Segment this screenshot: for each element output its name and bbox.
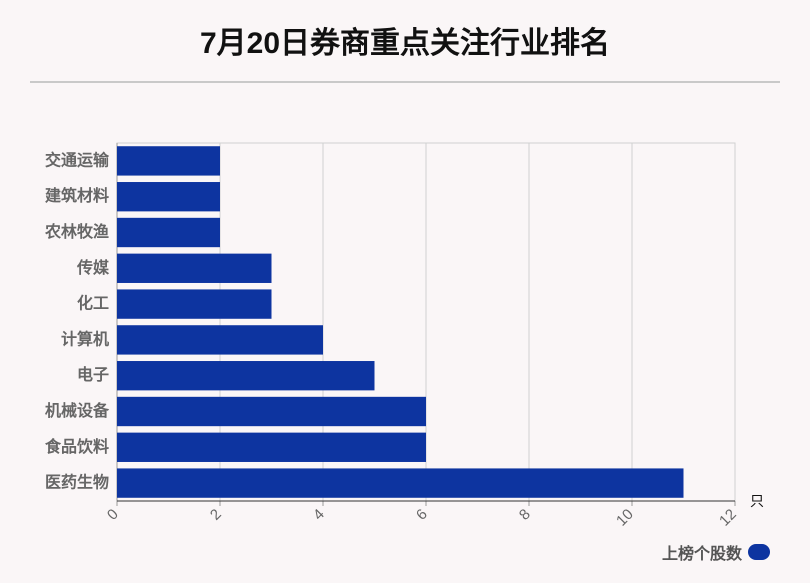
x-tick-label: 0 — [104, 506, 122, 524]
x-tick-label: 10 — [613, 506, 637, 530]
category-label: 化工 — [77, 294, 109, 313]
bar — [117, 325, 323, 355]
bar — [117, 146, 220, 176]
bar — [117, 182, 220, 212]
bar — [117, 253, 272, 283]
x-tick-label: 6 — [413, 506, 431, 524]
bar — [117, 432, 426, 462]
category-label: 电子 — [77, 365, 109, 384]
bar — [117, 217, 220, 248]
category-label: 机械设备 — [45, 401, 110, 420]
bar — [117, 361, 375, 391]
title-divider — [30, 81, 780, 83]
legend-label: 上榜个股数 — [661, 546, 742, 563]
chart-title: 7月20日券商重点关注行业排名 — [199, 27, 611, 60]
category-label: 计算机 — [61, 329, 109, 348]
x-tick-label: 2 — [207, 506, 225, 524]
legend[interactable]: 上榜个股数 — [662, 540, 770, 564]
x-tick-label: 12 — [716, 506, 740, 530]
category-label: 交通运输 — [45, 150, 110, 169]
category-label: 食品饮料 — [44, 437, 109, 456]
bar — [117, 468, 684, 498]
bar — [117, 289, 272, 319]
category-label: 建筑材料 — [45, 186, 109, 205]
category-label: 农林牧渔 — [44, 222, 109, 241]
legend-swatch — [748, 544, 770, 560]
bar — [117, 396, 426, 427]
x-tick-label: 4 — [310, 506, 328, 524]
x-unit-label: 只 — [750, 493, 764, 509]
x-tick-label: 8 — [516, 506, 534, 524]
category-label: 传媒 — [76, 258, 110, 277]
category-label: 医药生物 — [45, 473, 109, 492]
